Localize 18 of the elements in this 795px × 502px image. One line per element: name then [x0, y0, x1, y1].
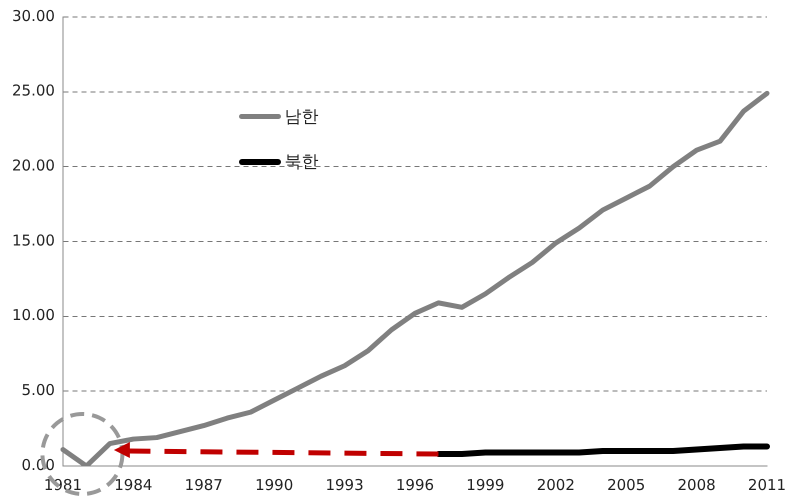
x-tick-label: 1984 [114, 476, 152, 494]
x-tick-label: 1993 [325, 476, 364, 494]
x-tick-label: 1996 [396, 476, 434, 494]
y-tick-label: 10.00 [12, 306, 55, 324]
y-tick-label: 15.00 [12, 231, 55, 250]
y-tick-label: 25.00 [12, 82, 55, 100]
x-tick-label: 1987 [184, 476, 223, 494]
y-tick-label: 20.00 [12, 156, 55, 175]
x-tick-label: 1999 [466, 476, 504, 494]
x-tick-label: 2005 [607, 476, 646, 494]
x-tick-label: 1990 [255, 476, 294, 494]
y-tick-label: 5.00 [22, 381, 55, 400]
x-tick-label: 2011 [748, 476, 786, 494]
y-tick-label: 30.00 [12, 6, 55, 25]
legend-label: 북한 [284, 151, 318, 174]
x-tick-label: 2002 [536, 476, 575, 494]
legend-label: 남한 [284, 106, 318, 128]
x-tick-label: 2008 [678, 476, 716, 494]
